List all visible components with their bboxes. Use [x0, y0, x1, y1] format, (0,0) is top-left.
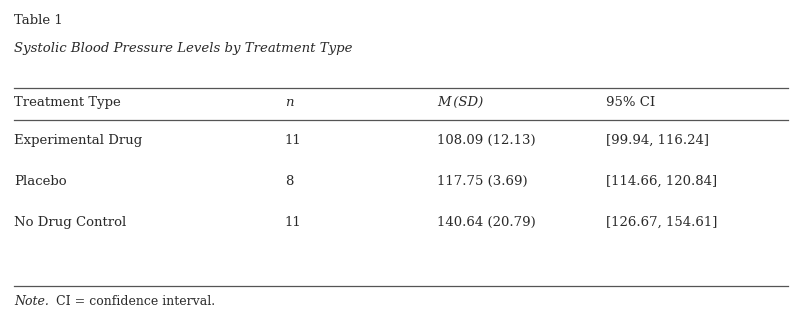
Text: 95% CI: 95% CI: [606, 96, 654, 109]
Text: CI = confidence interval.: CI = confidence interval.: [52, 295, 216, 308]
Text: 8: 8: [285, 175, 293, 188]
Text: Note.: Note.: [14, 295, 49, 308]
Text: [114.66, 120.84]: [114.66, 120.84]: [606, 175, 717, 188]
Text: 11: 11: [285, 134, 302, 147]
Text: n: n: [285, 96, 294, 109]
Text: 11: 11: [285, 216, 302, 229]
Text: 140.64 (20.79): 140.64 (20.79): [437, 216, 536, 229]
Text: Systolic Blood Pressure Levels by Treatment Type: Systolic Blood Pressure Levels by Treatm…: [14, 42, 353, 55]
Text: 117.75 (3.69): 117.75 (3.69): [437, 175, 528, 188]
Text: [126.67, 154.61]: [126.67, 154.61]: [606, 216, 717, 229]
Text: M (SD): M (SD): [437, 96, 484, 109]
Text: Experimental Drug: Experimental Drug: [14, 134, 143, 147]
Text: Treatment Type: Treatment Type: [14, 96, 121, 109]
Text: [99.94, 116.24]: [99.94, 116.24]: [606, 134, 708, 147]
Text: No Drug Control: No Drug Control: [14, 216, 127, 229]
Text: Table 1: Table 1: [14, 14, 63, 27]
Text: Placebo: Placebo: [14, 175, 67, 188]
Text: 108.09 (12.13): 108.09 (12.13): [437, 134, 536, 147]
